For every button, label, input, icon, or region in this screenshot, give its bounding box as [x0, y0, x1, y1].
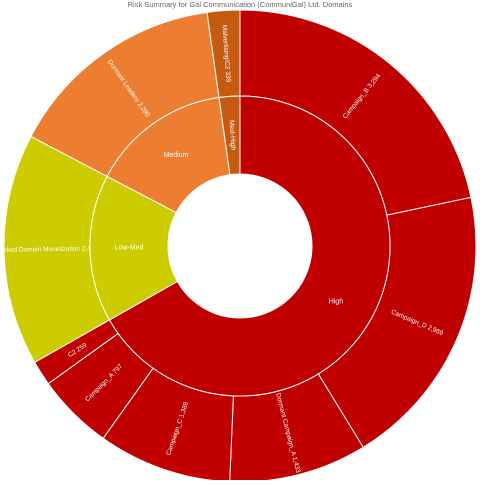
leaf-value: 1,433: [291, 456, 302, 474]
group-label: High: [329, 299, 344, 306]
group-segment: [108, 95, 391, 397]
leaf-name: Malvertising/C2: [221, 25, 231, 71]
group-label: Medium: [164, 152, 189, 159]
group-label: Low-Med: [115, 245, 144, 252]
leaf-label: Malvertising/C2 339: [221, 25, 232, 83]
leaf-name: C2: [67, 348, 78, 359]
leaf-value: 259: [75, 341, 88, 353]
chart-title: Risk Summary for Gal Communication (Comm…: [128, 0, 353, 9]
group-segment: [218, 95, 241, 176]
leaf-value: 339: [224, 71, 232, 83]
leaf-label: C2 259: [67, 341, 89, 358]
group-label: Med-High: [227, 120, 236, 151]
leaf-name: Parked Domain Monetization: [0, 245, 80, 253]
